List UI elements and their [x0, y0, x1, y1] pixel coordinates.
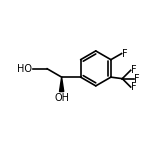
Polygon shape: [59, 77, 64, 92]
Text: F: F: [122, 49, 128, 59]
Text: OH: OH: [54, 93, 69, 103]
Text: HO: HO: [17, 64, 32, 74]
Text: F: F: [135, 74, 140, 84]
Text: F: F: [131, 82, 137, 92]
Text: F: F: [131, 65, 137, 75]
